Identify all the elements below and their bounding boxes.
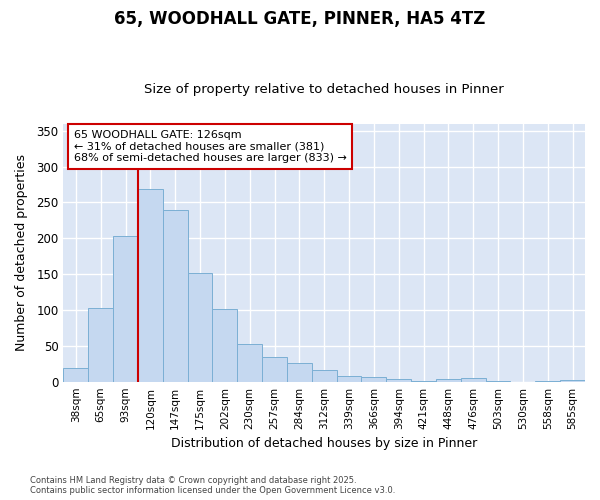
Bar	[386, 379, 411, 382]
Bar	[237, 344, 262, 382]
Text: 65, WOODHALL GATE, PINNER, HA5 4TZ: 65, WOODHALL GATE, PINNER, HA5 4TZ	[115, 10, 485, 28]
Bar	[163, 210, 188, 382]
Bar	[361, 378, 386, 382]
Bar	[287, 363, 312, 382]
Bar	[188, 274, 212, 382]
Bar	[560, 380, 585, 382]
Text: Contains HM Land Registry data © Crown copyright and database right 2025.
Contai: Contains HM Land Registry data © Crown c…	[30, 476, 395, 495]
X-axis label: Distribution of detached houses by size in Pinner: Distribution of detached houses by size …	[171, 437, 478, 450]
Bar	[535, 381, 560, 382]
Bar	[337, 376, 361, 382]
Bar	[138, 189, 163, 382]
Bar	[88, 308, 113, 382]
Bar	[262, 356, 287, 382]
Bar	[64, 368, 88, 382]
Bar	[485, 381, 511, 382]
Bar	[212, 310, 237, 382]
Text: 65 WOODHALL GATE: 126sqm
← 31% of detached houses are smaller (381)
68% of semi-: 65 WOODHALL GATE: 126sqm ← 31% of detach…	[74, 130, 347, 163]
Bar	[461, 378, 485, 382]
Title: Size of property relative to detached houses in Pinner: Size of property relative to detached ho…	[145, 83, 504, 96]
Bar	[436, 379, 461, 382]
Bar	[411, 381, 436, 382]
Bar	[312, 370, 337, 382]
Y-axis label: Number of detached properties: Number of detached properties	[15, 154, 28, 351]
Bar	[113, 236, 138, 382]
